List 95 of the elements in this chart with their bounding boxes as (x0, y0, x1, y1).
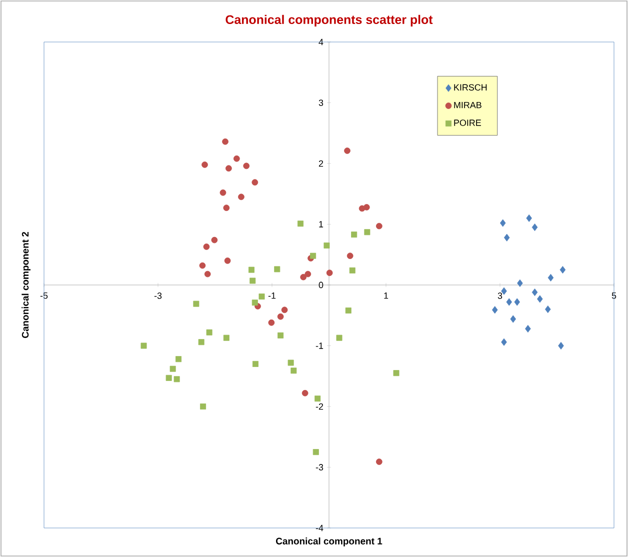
point (174, 376, 180, 382)
point (364, 229, 370, 236)
y-tick-label: -1 (316, 342, 324, 349)
point (170, 366, 176, 372)
point (344, 148, 350, 154)
point (346, 252, 354, 260)
point (324, 242, 330, 248)
point (193, 300, 200, 307)
point (198, 339, 204, 346)
x-tick-label: 1 (384, 292, 388, 299)
point (532, 288, 538, 296)
point (238, 194, 244, 200)
point (274, 266, 280, 272)
point (199, 262, 206, 269)
point (525, 324, 531, 333)
point (345, 308, 352, 314)
point (326, 270, 333, 276)
point (310, 252, 316, 259)
point (500, 219, 506, 227)
x-tick-label: -5 (40, 292, 48, 299)
point (203, 244, 210, 250)
point (281, 306, 288, 314)
point (300, 274, 307, 280)
point (252, 179, 258, 186)
point (302, 390, 308, 396)
point (548, 274, 554, 282)
point (517, 279, 523, 287)
point (314, 396, 321, 402)
point (504, 234, 510, 242)
x-axis-title: Canonical component 1 (276, 538, 382, 546)
point (376, 458, 382, 465)
point (211, 236, 218, 244)
y-tick-label: 0 (318, 282, 324, 288)
point (268, 319, 275, 326)
point (252, 360, 258, 367)
point (492, 306, 498, 314)
point (222, 138, 228, 145)
point (514, 298, 520, 306)
point (501, 338, 507, 346)
point (537, 295, 543, 303)
point (220, 189, 226, 196)
point (243, 162, 250, 170)
x-tick-label: -1 (268, 292, 276, 299)
point (206, 329, 212, 336)
point (544, 306, 551, 314)
point (349, 267, 356, 274)
y-tick-label: -2 (316, 403, 324, 410)
point (376, 222, 382, 230)
point (501, 287, 507, 295)
point (140, 342, 147, 349)
point (202, 162, 208, 168)
legend-label: KIRSCH (454, 84, 487, 91)
point (250, 278, 256, 284)
y-tick-label: 1 (319, 221, 324, 228)
point (298, 220, 304, 227)
point (233, 155, 240, 162)
point (225, 165, 232, 172)
y-axis-title: Canonical component 2 (22, 232, 30, 338)
chart-title: Canonical components scatter plot (226, 14, 433, 26)
y-tick-label: 4 (318, 38, 324, 46)
point (176, 356, 182, 362)
point (351, 232, 358, 238)
point (510, 315, 516, 323)
point (506, 298, 512, 306)
point (252, 300, 258, 306)
x-tick-label: -3 (154, 292, 162, 299)
point (363, 204, 370, 210)
point (204, 270, 211, 278)
x-tick-label: 5 (612, 292, 616, 299)
x-tick-label: 3 (498, 292, 502, 299)
legend-label: POIRE (454, 120, 481, 126)
point (166, 374, 172, 381)
legend-label: MIRAB (454, 102, 482, 108)
point (223, 334, 230, 341)
point (224, 258, 231, 264)
point (200, 403, 206, 410)
point (526, 214, 532, 222)
point (277, 313, 284, 320)
point (336, 334, 342, 341)
y-tick-label: -4 (316, 524, 324, 532)
point (312, 449, 319, 456)
point (258, 294, 265, 300)
point (288, 360, 294, 366)
y-tick-label: 2 (318, 160, 324, 167)
point (278, 332, 284, 338)
point (532, 223, 538, 232)
point (304, 270, 312, 278)
y-tick-label: -3 (316, 464, 324, 470)
point (248, 266, 254, 273)
point (558, 342, 564, 350)
point (290, 368, 297, 374)
point (223, 204, 230, 212)
point (560, 266, 566, 274)
y-tick-label: 3 (318, 100, 324, 106)
point (393, 370, 400, 376)
